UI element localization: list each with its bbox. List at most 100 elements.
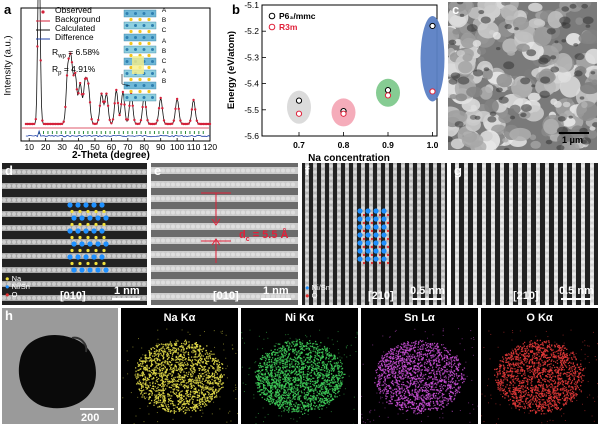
eds-noise <box>225 358 226 359</box>
atom-column <box>500 272 504 276</box>
atom-column <box>206 281 210 285</box>
atom-column <box>393 260 397 264</box>
eds-pixel <box>185 364 186 365</box>
atom-column <box>305 278 309 282</box>
atom-column <box>473 188 477 192</box>
eds-pixel <box>199 373 200 374</box>
atom-column <box>276 183 280 187</box>
eds-pixel <box>264 399 265 400</box>
eds-pixel <box>330 382 331 383</box>
eds-pixel <box>308 347 309 348</box>
eds-pixel <box>186 372 187 373</box>
eds-pixel <box>317 352 318 353</box>
observed-point <box>191 108 193 110</box>
tm-atom <box>143 36 146 39</box>
atom-column <box>321 272 325 276</box>
eds-pixel <box>162 378 163 379</box>
atom-column <box>509 224 513 228</box>
eds-pixel <box>173 350 174 351</box>
sem-shadow <box>575 53 585 60</box>
atom-column <box>345 212 349 216</box>
r3m-point <box>341 111 346 116</box>
observed-point <box>40 59 42 61</box>
eds-pixel <box>223 374 224 375</box>
na-atom <box>129 42 132 45</box>
eds-pixel <box>180 363 181 364</box>
atom-column <box>216 211 220 215</box>
eds-pixel <box>209 377 210 378</box>
eds-pixel <box>280 350 281 351</box>
atom-column <box>425 194 429 198</box>
atom-column <box>313 194 317 198</box>
observed-point <box>63 121 65 123</box>
eds-pixel <box>174 379 175 380</box>
atom-column <box>401 230 405 234</box>
eds-pixel <box>179 360 180 361</box>
eds-noise <box>235 353 236 354</box>
atom-column <box>251 281 255 285</box>
eds-pixel <box>195 348 196 349</box>
atom-column <box>107 282 111 286</box>
eds-noise <box>205 404 206 405</box>
eds-pixel <box>324 367 325 368</box>
eds-pixel <box>151 365 152 366</box>
observed-point <box>178 108 180 110</box>
atom-column <box>137 198 141 202</box>
eds-pixel <box>275 374 276 375</box>
atom-column <box>32 254 36 258</box>
atom-column <box>231 281 235 285</box>
eds-pixel <box>160 400 161 401</box>
eds-pixel <box>284 353 285 354</box>
eds-pixel <box>144 393 145 394</box>
eds-pixel <box>180 345 181 346</box>
atom-column <box>286 281 290 285</box>
eds-pixel <box>201 349 202 350</box>
atom-column <box>417 260 421 264</box>
eds-pixel <box>156 398 157 399</box>
atom-column <box>32 198 36 202</box>
atom-column <box>57 282 61 286</box>
atom-column <box>491 170 495 174</box>
observed-point <box>161 107 163 109</box>
atom-column <box>196 253 200 257</box>
eds-pixel <box>178 376 179 377</box>
eds-pixel <box>275 352 276 353</box>
eds-pixel <box>169 373 170 374</box>
energy-ytick-label: -5.3 <box>244 52 259 62</box>
na-atom <box>129 78 132 81</box>
atom-column <box>527 176 531 180</box>
atom-column <box>353 206 357 210</box>
eds-pixel <box>136 383 137 384</box>
atom-column <box>201 225 205 229</box>
atom-column <box>171 267 175 271</box>
atom-column <box>500 296 504 300</box>
atom-column <box>425 224 429 228</box>
atom-column <box>166 267 170 271</box>
atom-column <box>353 260 357 264</box>
nisn-marker <box>373 224 378 229</box>
eds-pixel <box>279 363 280 364</box>
eds-pixel <box>171 369 172 370</box>
eds-pixel <box>149 403 150 404</box>
eds-pixel <box>213 386 214 387</box>
eds-pixel <box>184 403 185 404</box>
atom-column <box>518 182 522 186</box>
eds-pixel <box>157 379 158 380</box>
atom-column <box>37 212 41 216</box>
eds-pixel <box>292 349 293 350</box>
atom-column <box>441 218 445 222</box>
eds-pixel <box>175 411 176 412</box>
atom-column <box>206 183 210 187</box>
atom-column <box>417 194 421 198</box>
atom-column <box>473 266 477 270</box>
eds-pixel <box>137 383 138 384</box>
eds-pixel <box>293 386 294 387</box>
eds-pixel <box>279 403 280 404</box>
energy-group-ellipse <box>287 91 311 124</box>
eds-pixel <box>156 388 157 389</box>
eds-pixel <box>202 362 203 363</box>
atom-column <box>425 230 429 234</box>
eds-pixel <box>288 393 289 394</box>
observed-point <box>196 120 198 122</box>
sem-shadow <box>539 91 550 98</box>
